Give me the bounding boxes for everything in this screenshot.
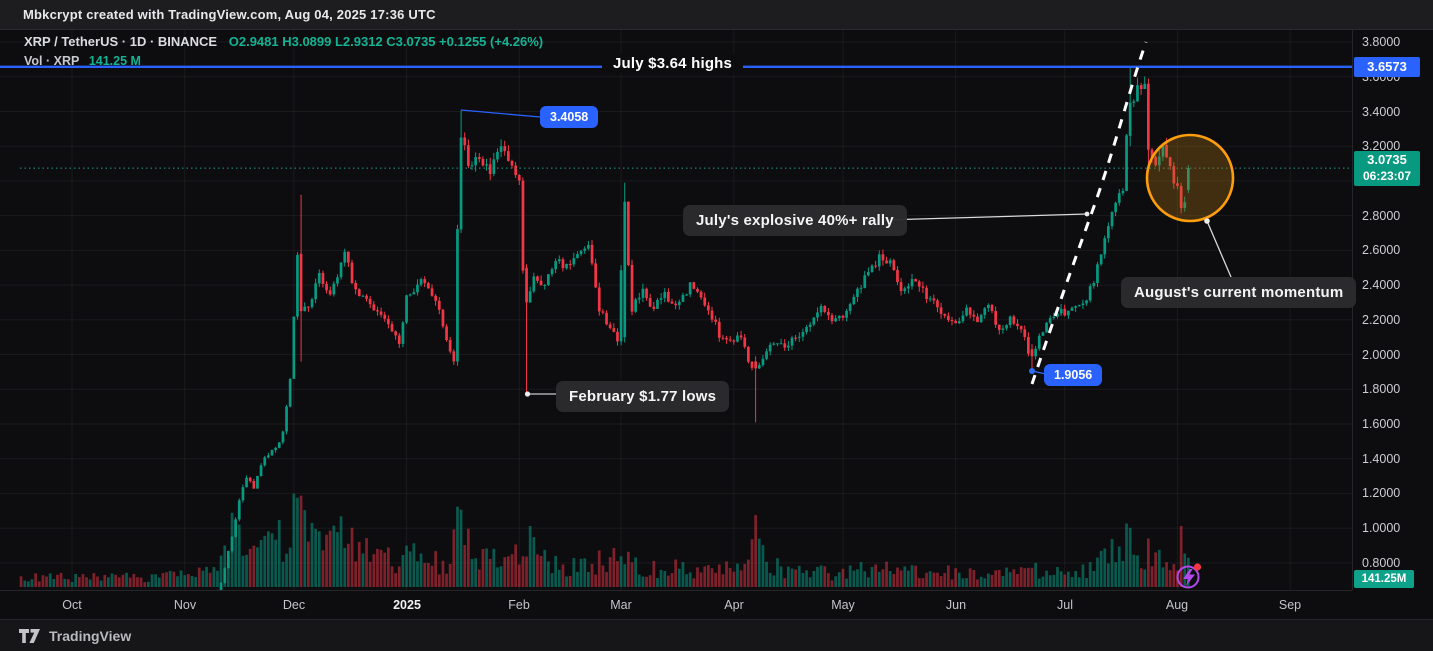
highlight-circle[interactable]	[1145, 133, 1235, 223]
time-axis-label: 2025	[393, 598, 421, 612]
price-axis-label: 3.2000	[1362, 139, 1401, 154]
price-axis-label: 2.0000	[1362, 347, 1401, 362]
momentum-callout[interactable]: August's current momentum	[1121, 277, 1357, 308]
time-axis-label: Apr	[724, 598, 744, 612]
time-axis-label: Oct	[62, 598, 82, 612]
price-chart-canvas[interactable]	[0, 0, 1352, 590]
tradingview-brand-text[interactable]: TradingView	[49, 628, 132, 644]
price-axis-label: 3.4000	[1362, 104, 1401, 119]
time-axis-label: Sep	[1278, 598, 1302, 612]
time-axis-label: Dec	[282, 598, 306, 612]
lightning-bolt-icon	[1183, 569, 1195, 586]
volume-label: Vol · XRP	[24, 54, 80, 68]
time-axis-label: Mar	[610, 598, 632, 612]
time-axis[interactable]: Oct Nov Dec 2025 Feb Mar Apr May Jun Jul Aug Sep	[0, 590, 1352, 620]
time-axis-label: Jun	[945, 598, 967, 612]
price-axis-label: 0.8000	[1362, 555, 1401, 570]
time-axis-label: Nov	[173, 598, 197, 612]
feb-lows-callout[interactable]: February $1.77 lows	[556, 381, 730, 412]
symbol-legend: XRP / TetherUS · 1D · BINANCE O2.9481 H3…	[24, 33, 543, 70]
current-price-value: 3.0735	[1367, 152, 1407, 167]
time-axis-label: May	[831, 598, 855, 612]
symbol-title: XRP / TetherUS · 1D · BINANCE	[24, 34, 218, 49]
flash-event-icon[interactable]	[1176, 563, 1202, 589]
dashed-trend-arrow[interactable]	[1030, 41, 1148, 385]
july-highs-line-label[interactable]: July $3.64 highs	[602, 54, 744, 73]
price-axis-label: 1.8000	[1362, 382, 1401, 397]
volume-bars	[19, 493, 1190, 587]
june-low-price-callout[interactable]: 1.9056	[1044, 364, 1103, 386]
annotation-connectors	[460, 109, 1232, 397]
time-axis-label: Feb	[508, 598, 530, 612]
jan-high-price-callout[interactable]: 3.4058	[540, 106, 599, 128]
price-axis-label: 1.6000	[1362, 417, 1401, 431]
price-axis-label: 1.2000	[1362, 486, 1401, 501]
volume-value: 141.25 M	[88, 54, 141, 68]
time-axis-label: Aug	[1165, 598, 1189, 612]
watermark-bar: Mbkcrypt created with TradingView.com, A…	[0, 0, 1433, 30]
ohlc-values: O2.9481 H3.0899 L2.9312 C3.0735 +0.1255 …	[228, 34, 544, 49]
rally-callout[interactable]: July's explosive 40%+ rally	[683, 205, 907, 236]
price-axis-label: 1.0000	[1362, 521, 1401, 536]
price-axis-label: 2.8000	[1362, 208, 1401, 223]
current-price-axis-badge: 3.0735 06:23:07	[1354, 151, 1420, 186]
notification-dot	[1193, 563, 1202, 571]
volume-axis-badge: 141.25M	[1354, 570, 1414, 588]
tradingview-logo-icon[interactable]	[19, 629, 41, 643]
footer-bar: TradingView	[0, 619, 1433, 651]
candlesticks	[217, 66, 1190, 590]
time-axis-label: Jul	[1057, 598, 1073, 612]
price-axis-label: 2.4000	[1362, 278, 1401, 293]
bar-countdown: 06:23:07	[1362, 169, 1412, 183]
watermark-text: Mbkcrypt created with TradingView.com, A…	[23, 7, 436, 22]
price-axis-label: 3.8000	[1362, 35, 1401, 49]
grid-lines	[0, 29, 1352, 590]
price-axis[interactable]: 3.80003.60003.40003.20003.00002.80002.60…	[1352, 29, 1433, 590]
price-axis-label: 2.2000	[1362, 312, 1401, 327]
july-high-axis-badge: 3.6573	[1354, 57, 1420, 77]
price-axis-label: 1.4000	[1362, 451, 1401, 466]
price-axis-label: 2.6000	[1362, 243, 1401, 258]
